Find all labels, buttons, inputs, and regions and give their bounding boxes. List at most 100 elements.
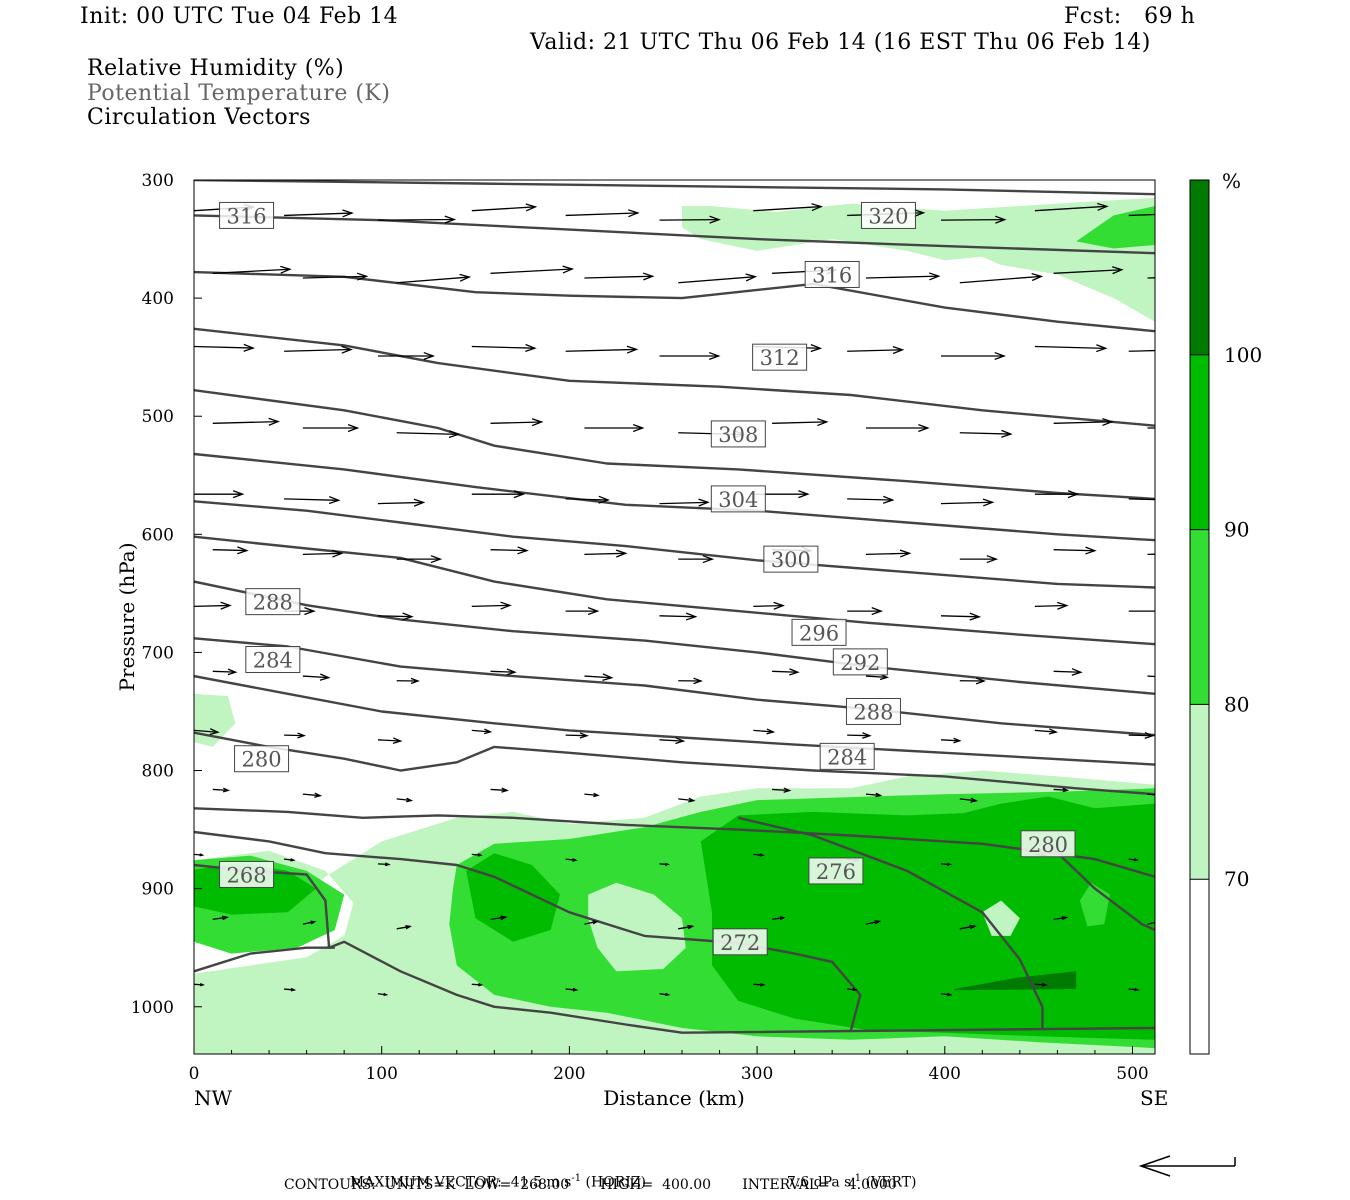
horiz-exponent: -1 [571, 1173, 582, 1184]
vector-arrow-122 [302, 920, 317, 925]
vector-arrow-127 [772, 916, 786, 921]
vector-arrow-36 [490, 418, 544, 427]
vector-arrow-86 [1053, 668, 1083, 676]
forecast-hour: Fcst: 69 h [1064, 4, 1196, 29]
vector-arrow-87 [1147, 675, 1155, 678]
vector-arrow-98 [1128, 732, 1155, 740]
y-tick-label-1: 400 [142, 289, 174, 309]
vector-arrow-97 [1034, 728, 1059, 735]
vector-arrow-112 [377, 862, 391, 867]
svg-text:280: 280 [1028, 833, 1068, 857]
plot-frame [193, 179, 1156, 1055]
vector-arrow-104 [678, 797, 696, 803]
vector-arrow-6 [753, 203, 823, 212]
vector-arrow-39 [772, 418, 829, 427]
vector-arrow-25 [471, 343, 537, 352]
theta-contour-13 [194, 830, 862, 1031]
vector-arrow-140 [940, 992, 953, 997]
theta-contour-2 [194, 270, 1155, 333]
vector-arrow-41 [959, 429, 1013, 438]
vector-arrow-65 [1147, 553, 1155, 556]
vector-arrow-75 [1034, 601, 1069, 610]
colorbar-unit: % [1222, 169, 1241, 193]
svg-text:316: 316 [812, 263, 852, 287]
vector-arrow-103 [584, 792, 600, 798]
vector-arrow-21 [1147, 277, 1155, 279]
x-tick-label-4: 400 [929, 1064, 961, 1084]
contour-info: CONTOURS: UNITS=K LOW= 268.00 HIGH= 400.… [284, 1177, 897, 1193]
vector-arrow-137 [659, 992, 671, 997]
vector-arrow-132 [194, 983, 205, 987]
vector-arrow-139 [847, 987, 858, 992]
theta-contour-3 [194, 327, 1155, 427]
vector-arrow-102 [490, 787, 509, 793]
vector-arrow-64 [1053, 546, 1097, 555]
vector-arrow-9 [1034, 202, 1109, 212]
reference-vector-icon [1138, 1155, 1236, 1177]
theta-label-14: 280 [1020, 830, 1076, 858]
rh-shade-0 [682, 197, 1155, 322]
theta-label-6: 300 [763, 545, 819, 573]
x-tick-label-5: 500 [1116, 1064, 1148, 1084]
svg-text:296: 296 [799, 621, 839, 645]
vector-arrow-82 [678, 677, 703, 685]
vector-arrow-96 [940, 737, 962, 744]
rh-shade-9 [982, 900, 1020, 936]
endpoint-nw: NW [194, 1086, 233, 1110]
field-rh: Relative Humidity (%) [87, 56, 345, 81]
vector-arrow-69 [471, 601, 512, 610]
vector-arrow-108 [1053, 787, 1070, 793]
y-tick-label-6: 900 [142, 880, 174, 900]
vector-arrow-66 [194, 601, 232, 610]
vector-arrow-83 [772, 668, 800, 676]
vector-arrow-80 [490, 668, 517, 676]
vector-arrow-136 [565, 987, 579, 992]
svg-text:308: 308 [718, 423, 758, 447]
svg-text:300: 300 [771, 548, 811, 572]
vector-arrow-3 [471, 203, 538, 212]
vector-arrow-29 [847, 346, 905, 355]
vector-arrow-5 [659, 215, 721, 224]
svg-text:284: 284 [827, 745, 867, 769]
vector-arrow-33 [212, 417, 281, 426]
vector-arrow-51 [847, 495, 895, 504]
svg-text:288: 288 [253, 591, 293, 615]
vector-arrow-10 [1128, 213, 1155, 217]
theta-label-8: 292 [832, 648, 888, 676]
vector-arrow-32 [1128, 349, 1155, 352]
svg-text:292: 292 [840, 651, 880, 675]
vector-arrow-123 [396, 924, 412, 930]
svg-text:312: 312 [760, 346, 800, 370]
svg-text:284: 284 [253, 649, 293, 673]
y-tick-label-5: 800 [142, 762, 174, 782]
vector-arrow-71 [659, 612, 698, 621]
vector-arrow-27 [659, 351, 721, 361]
vector-arrow-88 [194, 728, 220, 736]
field-theta: Potential Temperature (K) [87, 81, 391, 106]
theta-label-17: 268 [219, 860, 275, 888]
vector-arrow-95 [847, 732, 872, 739]
vector-arrow-101 [396, 797, 414, 803]
x-axis-label: Distance (km) [603, 1086, 745, 1110]
vector-arrow-129 [959, 924, 977, 930]
colorbar-label-80: 80 [1224, 692, 1249, 716]
theta-contour-1 [194, 214, 1155, 255]
vector-arrow-63 [959, 555, 999, 564]
vector-arrow-114 [565, 858, 578, 862]
vector-arrow-34 [302, 423, 360, 433]
y-tick-label-3: 600 [142, 525, 174, 545]
vector-arrow-90 [377, 737, 403, 744]
vector-arrow-113 [471, 853, 483, 857]
theta-label-15: 276 [808, 857, 864, 885]
theta-label-7: 296 [791, 618, 847, 646]
vector-arrow-1 [284, 209, 354, 218]
y-tick-label-0: 300 [142, 171, 174, 191]
vector-arrow-55 [212, 546, 249, 555]
vector-arrow-74 [941, 612, 982, 621]
vector-arrow-2 [377, 215, 457, 224]
theta-label-11: 284 [245, 646, 301, 674]
vector-arrow-91 [471, 728, 493, 735]
svg-text:272: 272 [720, 931, 760, 955]
vector-arrow-107 [959, 797, 979, 803]
vector-arrow-8 [941, 215, 1007, 224]
